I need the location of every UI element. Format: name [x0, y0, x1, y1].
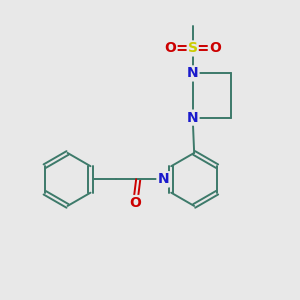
Text: H: H: [160, 172, 169, 182]
Text: O: O: [165, 41, 176, 56]
Text: N: N: [187, 111, 199, 124]
Text: S: S: [188, 41, 198, 56]
Text: O: O: [209, 41, 221, 56]
Text: N: N: [158, 172, 169, 186]
Text: O: O: [129, 196, 141, 210]
Text: N: N: [187, 66, 199, 80]
